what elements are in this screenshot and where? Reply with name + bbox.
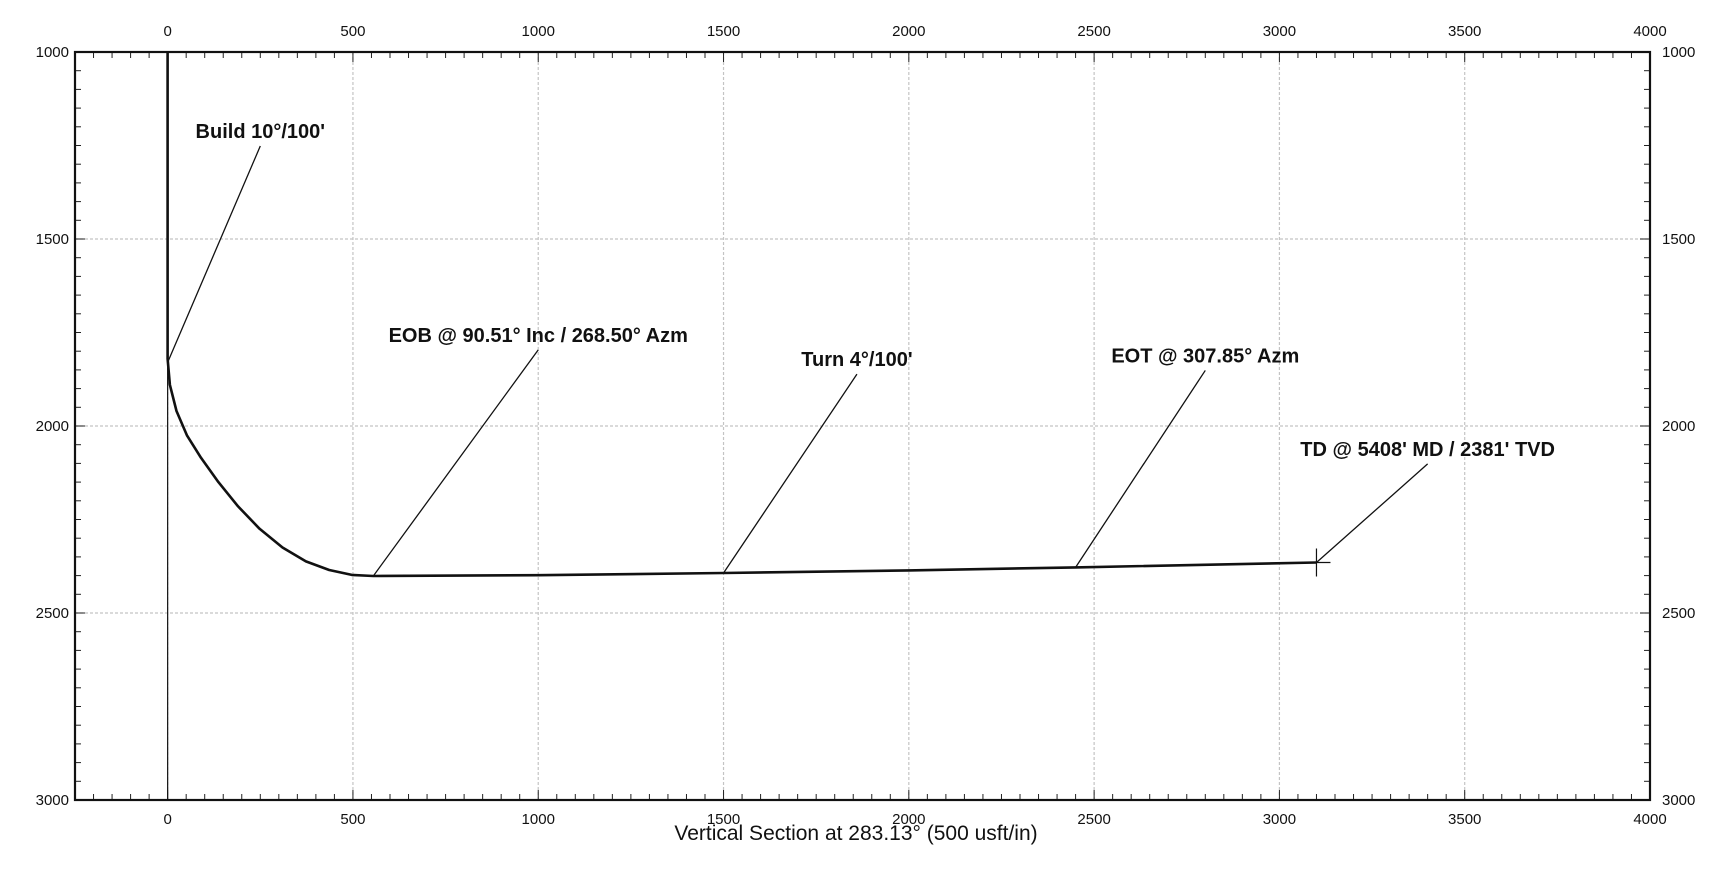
x-tick-label-bottom: 500 [340,811,365,828]
annotation-label: EOB @ 90.51° Inc / 268.50° Azm [389,325,688,347]
well-path [166,52,1331,578]
annotation-label: Build 10°/100' [196,121,325,143]
annotation-leader-line [1316,463,1429,563]
x-tick-label-bottom: 4000 [1633,811,1666,828]
x-tick-label-bottom: 1000 [522,811,555,828]
tick-labels: 0 0 500 500 1000 1000 1500 1500 2000 2000 2500 2500… [36,23,1696,828]
x-tick-label-top: 3000 [1263,23,1296,40]
x-tick-label-bottom: 3000 [1263,811,1296,828]
annotation-label: TD @ 5408' MD / 2381' TVD [1300,439,1555,461]
x-tick-label-top: 0 [163,23,171,40]
y-tick-label-left: 2000 [36,418,69,435]
y-tick-label-left: 3000 [36,792,69,809]
well-path-line [166,52,1317,578]
y-tick-label-right: 1000 [1662,44,1695,61]
y-tick-label-left: 1500 [36,231,69,248]
annotation-label: Turn 4°/100' [801,349,912,371]
x-tick-label-top: 3500 [1448,23,1481,40]
x-tick-label-top: 1000 [522,23,555,40]
y-tick-label-right: 1500 [1662,231,1695,248]
x-tick-label-top: 2500 [1077,23,1110,40]
annotation-leader-line [372,349,539,577]
x-tick-label-bottom: 1500 [707,811,740,828]
x-tick-label-top: 4000 [1633,23,1666,40]
y-tick-label-left: 1000 [36,44,69,61]
annotations: Build 10°/100' EOB @ 90.51° Inc / 268.50°… [167,121,1555,577]
x-tick-label-top: 1500 [707,23,740,40]
x-tick-label-top: 500 [340,23,365,40]
y-tick-label-right: 3000 [1662,792,1695,809]
x-tick-label-bottom: 0 [163,811,171,828]
x-tick-label-bottom: 3500 [1448,811,1481,828]
annotation-leader-line [167,145,261,363]
y-tick-label-right: 2000 [1662,418,1695,435]
x-tick-label-top: 2000 [892,23,925,40]
annotation-leader-line [722,373,858,574]
y-tick-label-left: 2500 [36,605,69,622]
x-tick-label-bottom: 2000 [892,811,925,828]
annotation-label: EOT @ 307.85° Azm [1111,345,1299,367]
plot-border [73,50,1652,802]
x-axis-title: Vertical Section at 283.13° (500 usft/in… [674,822,1037,845]
annotation-leader-line [1075,370,1206,568]
grid [75,52,1650,800]
x-tick-label-bottom: 2500 [1077,811,1110,828]
y-tick-label-right: 2500 [1662,605,1695,622]
